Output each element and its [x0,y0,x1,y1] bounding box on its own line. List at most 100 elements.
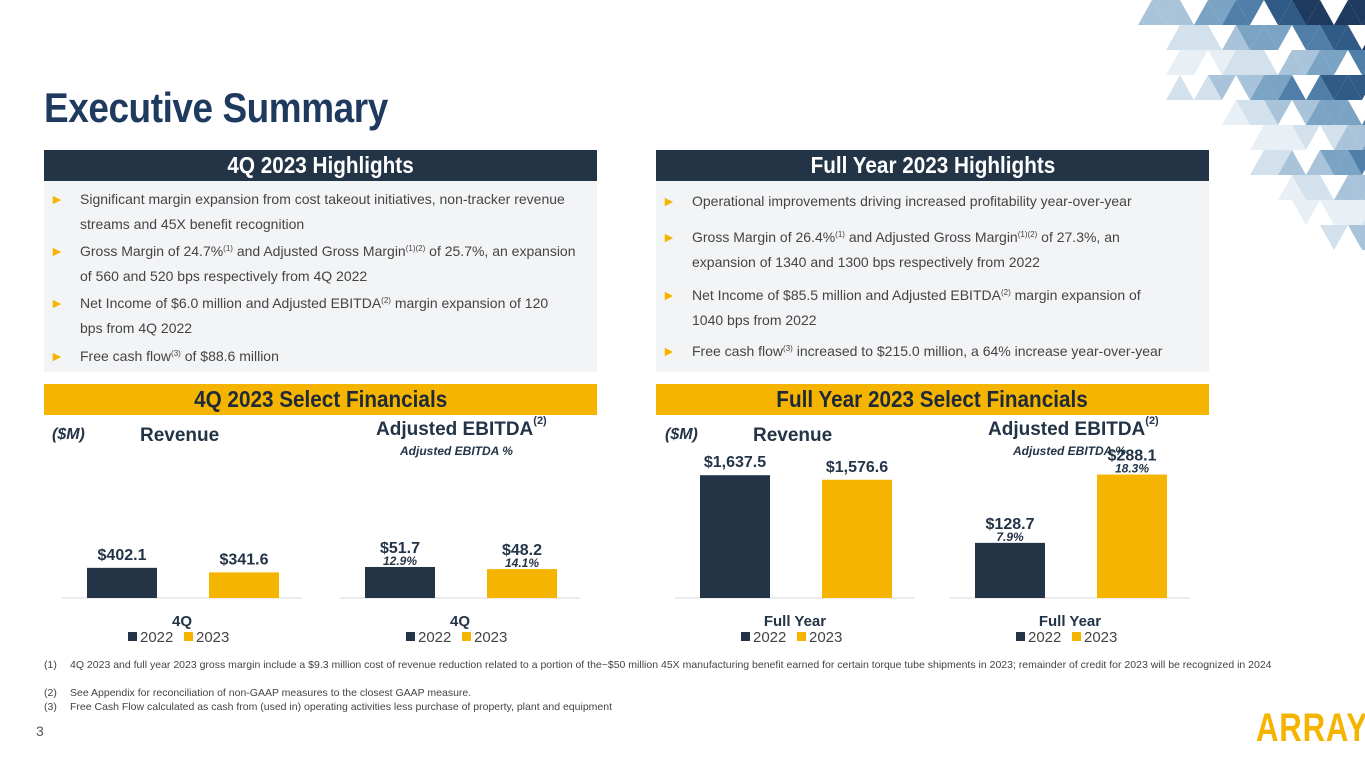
triangle-tile [1334,200,1362,225]
triangle-tile [1292,175,1320,200]
triangle-tile [1166,25,1194,50]
triangle-tile [1348,175,1365,200]
x-category-label: Full Year [1039,613,1101,630]
triangle-tile [1348,225,1365,250]
triangle-tile [1306,25,1334,50]
legend-swatch-2022 [741,632,750,641]
triangle-tile [1278,150,1306,175]
data-label-2022: $128.7 [986,516,1035,533]
right-triangle-icon: ► [662,343,676,359]
triangle-tile [1236,75,1264,100]
legend-label-2022: 2022 [753,629,786,646]
footnote-3: (3) Free Cash Flow calculated as cash fro… [44,701,612,713]
legend-swatch-2023 [462,632,471,641]
triangle-tile [1166,50,1194,75]
triangle-tile [1334,25,1362,50]
triangle-tile [1292,0,1320,25]
triangle-tile [1362,144,1365,150]
q4-bullet-1: ► Significant margin expansion from cost… [44,187,597,237]
q4-bullet-2: ► Gross Margin of 24.7%(1) and Adjusted … [44,239,597,289]
triangle-tile [1362,219,1365,225]
triangle-tile [1362,244,1365,250]
triangle-tile [1250,25,1278,50]
triangle-tile [1194,25,1222,50]
triangle-tile [1334,175,1362,200]
triangle-tile [1194,75,1222,100]
q4-ebitda-subtitle: Adjusted EBITDA % [400,444,513,458]
q4-unit-label: ($M) [52,426,85,443]
q4-financials-header: 4Q 2023 Select Financials [44,384,597,415]
legend-swatch-2023 [797,632,806,641]
fy-bullet-4: ► Free cash flow(3) increased to $215.0 … [656,339,1209,364]
triangle-tile [1166,75,1194,100]
data-label-2022: $402.1 [98,547,147,564]
triangle-tile [1306,175,1334,200]
fy-ebitda-title: Adjusted EBITDA(2) [988,415,1159,440]
triangle-tile [1278,0,1306,25]
triangle-tile [1278,175,1306,200]
triangle-tile [1334,125,1362,150]
triangle-tile [1362,194,1365,200]
triangle-tile [1236,50,1264,75]
triangle-tile [1320,125,1348,150]
pct-label-2022: 12.9% [383,554,417,568]
triangle-tile [1306,100,1334,125]
triangle-tile [1208,0,1236,25]
x-category-label: 4Q [172,613,192,630]
triangle-tile [1250,50,1278,75]
page-title: Executive Summary [44,84,388,131]
triangle-tile [1264,75,1292,100]
bar-2023 [1097,474,1167,598]
triangle-tile [1208,50,1236,75]
q4-bullet-3: ► Net Income of $6.0 million and Adjuste… [44,291,597,341]
legend-swatch-2022 [406,632,415,641]
right-triangle-icon: ► [50,348,64,364]
triangle-tile [1250,100,1278,125]
triangle-tile [1278,125,1306,150]
fy-ebitda-subtitle: Adjusted EBITDA % [1013,444,1126,458]
triangle-tile [1236,25,1264,50]
triangle-tile [1320,200,1348,225]
pct-label-2023: 14.1% [505,556,539,570]
fy-highlights-panel: ► Operational improvements driving incre… [656,181,1209,372]
triangle-tile [1320,75,1348,100]
triangle-tile [1320,100,1348,125]
legend-swatch-2023 [1072,632,1081,641]
triangle-tile [1264,150,1292,175]
fy-bullet-2: ► Gross Margin of 26.4%(1) and Adjusted … [656,225,1209,275]
fy-financials-header: Full Year 2023 Select Financials [656,384,1209,415]
triangle-tile [1306,150,1334,175]
bar-2022 [87,567,157,598]
triangle-tile [1222,100,1250,125]
legend-label-2022: 2022 [140,629,173,646]
triangle-tile [1236,0,1264,25]
q4-highlights-header: 4Q 2023 Highlights [44,150,597,181]
legend-label-2023: 2023 [809,629,842,646]
q4-bullet-4: ► Free cash flow(3) of $88.6 million [44,344,597,369]
triangle-tile [1348,200,1365,225]
triangle-tile [1348,0,1365,25]
right-triangle-icon: ► [50,243,64,259]
triangle-tile [1222,50,1250,75]
triangle-tile [1180,25,1208,50]
triangle-tile [1306,50,1334,75]
legend-label-2023: 2023 [1084,629,1117,646]
bar-2022 [700,475,770,598]
right-triangle-icon: ► [50,191,64,207]
right-triangle-icon: ► [662,229,676,245]
triangle-tile [1292,100,1320,125]
triangle-tile [1362,119,1365,125]
triangle-tile [1362,44,1365,50]
data-label-2023: $48.2 [502,542,542,559]
bar-2023 [822,479,892,598]
triangle-tile [1348,50,1365,75]
data-label-2023: $288.1 [1108,448,1157,465]
triangle-tile [1348,125,1365,150]
triangle-tile [1278,75,1306,100]
triangle-tile [1306,0,1334,25]
triangle-tile [1166,0,1194,25]
triangle-tile [1292,50,1320,75]
right-triangle-icon: ► [662,287,676,303]
triangle-tile [1208,75,1236,100]
